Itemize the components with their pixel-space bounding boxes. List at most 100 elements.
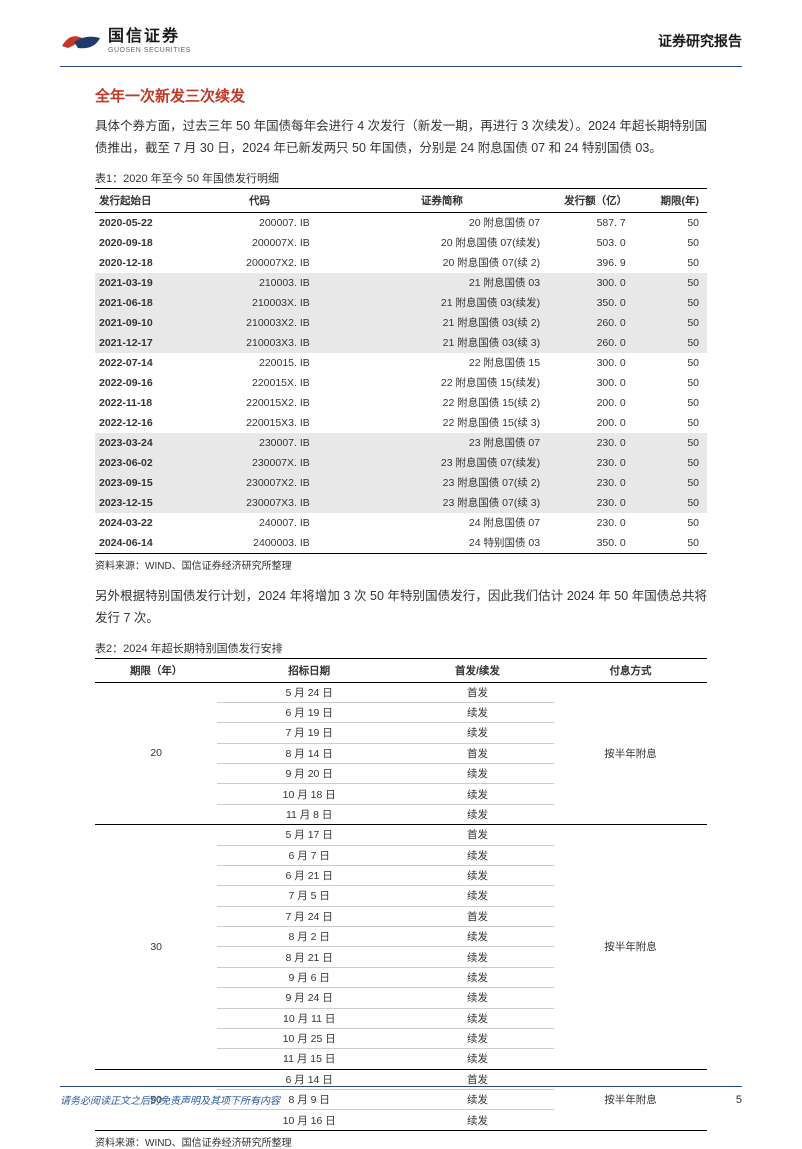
cell-type: 续发 bbox=[401, 702, 554, 722]
cell-amt: 396. 9 bbox=[560, 253, 646, 273]
cell-code: 210003X. IB bbox=[205, 293, 340, 313]
cell-amt: 230. 0 bbox=[560, 453, 646, 473]
cell-term: 50 bbox=[646, 233, 707, 253]
cell-name: 22 附息国债 15(续 3) bbox=[340, 413, 560, 433]
cell-code: 210003X2. IB bbox=[205, 313, 340, 333]
cell-term: 50 bbox=[646, 212, 707, 233]
cell-date: 6 月 7 日 bbox=[217, 845, 401, 865]
cell-name: 21 附息国债 03(续 2) bbox=[340, 313, 560, 333]
cell-amt: 350. 0 bbox=[560, 293, 646, 313]
cell-type: 续发 bbox=[401, 784, 554, 804]
cell-pay: 按半年附息 bbox=[554, 682, 707, 825]
cell-amt: 300. 0 bbox=[560, 353, 646, 373]
cell-type: 续发 bbox=[401, 1008, 554, 1028]
table1-header-row: 发行起始日 代码 证券简称 发行额（亿） 期限(年) bbox=[95, 188, 707, 212]
cell-code: 200007X2. IB bbox=[205, 253, 340, 273]
cell-date: 2022-09-16 bbox=[95, 373, 205, 393]
cell-date: 9 月 6 日 bbox=[217, 967, 401, 987]
cell-term: 30 bbox=[95, 825, 217, 1070]
cell-date: 7 月 24 日 bbox=[217, 906, 401, 926]
table2-col-date: 招标日期 bbox=[217, 658, 401, 682]
cell-amt: 200. 0 bbox=[560, 413, 646, 433]
cell-type: 续发 bbox=[401, 1049, 554, 1069]
cell-type: 首发 bbox=[401, 743, 554, 763]
cell-term: 50 bbox=[646, 273, 707, 293]
cell-type: 续发 bbox=[401, 845, 554, 865]
cell-term: 50 bbox=[646, 373, 707, 393]
cell-term: 50 bbox=[646, 293, 707, 313]
cell-date: 2022-12-16 bbox=[95, 413, 205, 433]
cell-date: 6 月 21 日 bbox=[217, 865, 401, 885]
cell-type: 续发 bbox=[401, 967, 554, 987]
cell-name: 23 附息国债 07(续发) bbox=[340, 453, 560, 473]
cell-date: 10 月 25 日 bbox=[217, 1028, 401, 1048]
logo: 国信证券 GUOSEN SECURITIES bbox=[60, 28, 191, 54]
cell-date: 9 月 20 日 bbox=[217, 764, 401, 784]
cell-amt: 260. 0 bbox=[560, 333, 646, 353]
cell-term: 50 bbox=[646, 393, 707, 413]
cell-amt: 260. 0 bbox=[560, 313, 646, 333]
cell-date: 2021-06-18 bbox=[95, 293, 205, 313]
cell-code: 210003. IB bbox=[205, 273, 340, 293]
cell-term: 20 bbox=[95, 682, 217, 825]
cell-type: 续发 bbox=[401, 927, 554, 947]
table1-col-amt: 发行额（亿） bbox=[560, 188, 646, 212]
table1-row: 2024-06-142400003. IB24 特别国债 03350. 050 bbox=[95, 533, 707, 554]
cell-amt: 230. 0 bbox=[560, 473, 646, 493]
cell-type: 续发 bbox=[401, 723, 554, 743]
cell-name: 23 附息国债 07(续 2) bbox=[340, 473, 560, 493]
cell-type: 续发 bbox=[401, 764, 554, 784]
cell-date: 8 月 2 日 bbox=[217, 927, 401, 947]
cell-date: 2022-11-18 bbox=[95, 393, 205, 413]
cell-code: 200007. IB bbox=[205, 212, 340, 233]
cell-amt: 230. 0 bbox=[560, 493, 646, 513]
table1-source: 资料来源：WIND、国信证券经济研究所整理 bbox=[95, 557, 707, 572]
page-number: 5 bbox=[736, 1094, 742, 1106]
cell-type: 续发 bbox=[401, 947, 554, 967]
cell-term: 50 bbox=[646, 253, 707, 273]
cell-type: 首发 bbox=[401, 682, 554, 702]
table2-row: 305 月 17 日首发按半年附息 bbox=[95, 825, 707, 845]
table1-row: 2021-09-10210003X2. IB21 附息国债 03(续 2)260… bbox=[95, 313, 707, 333]
cell-term: 50 bbox=[646, 513, 707, 533]
table2-col-type: 首发/续发 bbox=[401, 658, 554, 682]
cell-amt: 587. 7 bbox=[560, 212, 646, 233]
cell-date: 7 月 5 日 bbox=[217, 886, 401, 906]
cell-term: 50 bbox=[646, 353, 707, 373]
cell-date: 2020-12-18 bbox=[95, 253, 205, 273]
cell-term: 50 bbox=[646, 473, 707, 493]
section-title: 全年一次新发三次续发 bbox=[95, 85, 707, 106]
table1-row: 2021-03-19210003. IB21 附息国债 03300. 050 bbox=[95, 273, 707, 293]
cell-type: 续发 bbox=[401, 988, 554, 1008]
cell-code: 220015X2. IB bbox=[205, 393, 340, 413]
cell-type: 续发 bbox=[401, 804, 554, 824]
cell-code: 230007X3. IB bbox=[205, 493, 340, 513]
cell-name: 21 附息国债 03 bbox=[340, 273, 560, 293]
cell-date: 2023-09-15 bbox=[95, 473, 205, 493]
cell-date: 5 月 24 日 bbox=[217, 682, 401, 702]
cell-date: 10 月 11 日 bbox=[217, 1008, 401, 1028]
cell-type: 续发 bbox=[401, 1028, 554, 1048]
cell-date: 5 月 17 日 bbox=[217, 825, 401, 845]
table1-row: 2022-11-18220015X2. IB22 附息国债 15(续 2)200… bbox=[95, 393, 707, 413]
cell-amt: 300. 0 bbox=[560, 373, 646, 393]
table2-header-row: 期限（年） 招标日期 首发/续发 付息方式 bbox=[95, 658, 707, 682]
cell-name: 22 附息国债 15 bbox=[340, 353, 560, 373]
table1-row: 2023-12-15230007X3. IB23 附息国债 07(续 3)230… bbox=[95, 493, 707, 513]
cell-name: 20 附息国债 07 bbox=[340, 212, 560, 233]
cell-name: 22 附息国债 15(续 2) bbox=[340, 393, 560, 413]
cell-date: 2024-06-14 bbox=[95, 533, 205, 554]
cell-date: 2020-09-18 bbox=[95, 233, 205, 253]
cell-amt: 350. 0 bbox=[560, 533, 646, 554]
cell-pay: 按半年附息 bbox=[554, 825, 707, 1070]
table2-title: 表2：2024 年超长期特别国债发行安排 bbox=[95, 640, 707, 656]
cell-term: 50 bbox=[646, 533, 707, 554]
table1-title: 表1：2020 年至今 50 年国债发行明细 bbox=[95, 170, 707, 186]
table2-col-pay: 付息方式 bbox=[554, 658, 707, 682]
cell-code: 220015. IB bbox=[205, 353, 340, 373]
cell-date: 7 月 19 日 bbox=[217, 723, 401, 743]
table1-row: 2021-12-17210003X3. IB21 附息国债 03(续 3)260… bbox=[95, 333, 707, 353]
cell-type: 续发 bbox=[401, 865, 554, 885]
cell-term: 50 bbox=[646, 313, 707, 333]
table1-row: 2022-09-16220015X. IB22 附息国债 15(续发)300. … bbox=[95, 373, 707, 393]
